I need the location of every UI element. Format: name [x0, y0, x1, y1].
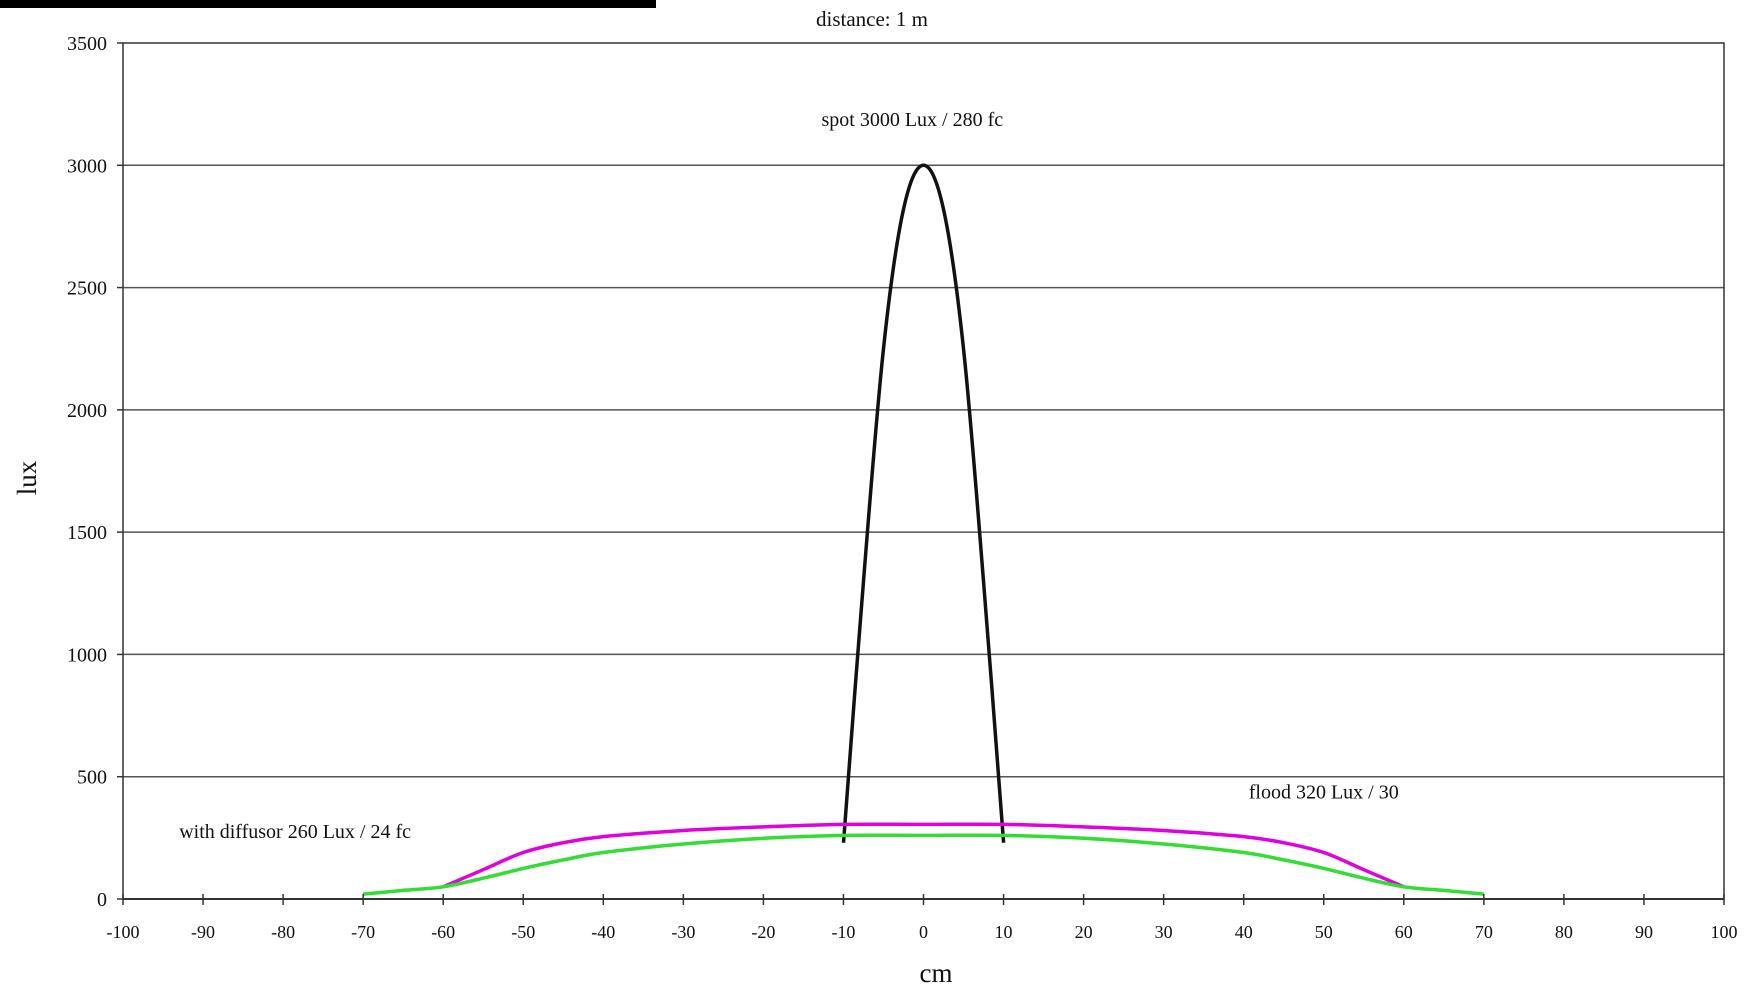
y-tick-label: 3500	[67, 33, 107, 55]
y-tick-label: 1000	[67, 644, 107, 666]
y-axis-ticks: 0 500 1000 1500 2000 2500 3000 3500	[67, 33, 123, 911]
x-tick-label: -30	[671, 922, 695, 942]
x-tick-label: -10	[831, 922, 855, 942]
x-tick-label: -70	[351, 922, 375, 942]
y-tick-label: 500	[77, 767, 107, 789]
annotations: spot 3000 Lux / 280 fc flood 320 Lux / 30…	[179, 109, 1399, 843]
y-tick-label: 0	[97, 889, 107, 911]
x-axis-ticks: -100 -90 -80 -70 -60 -50 -40 -30 -20 -10 0 10 20 30 40…	[107, 894, 1738, 942]
flood-series-line	[442, 822, 1405, 889]
x-tick-label: -40	[591, 922, 615, 942]
x-tick-label: 90	[1635, 922, 1653, 942]
diffusor-annotation: with diffusor 260 Lux / 24 fc	[179, 821, 411, 843]
series-layer	[362, 163, 1484, 896]
flood-annotation: flood 320 Lux / 30	[1249, 782, 1399, 804]
x-tick-label: 40	[1235, 922, 1253, 942]
x-tick-label: 100	[1711, 922, 1738, 942]
x-tick-label: 80	[1555, 922, 1573, 942]
x-tick-label: 70	[1475, 922, 1493, 942]
y-tick-label: 2500	[67, 278, 107, 300]
x-tick-label: 20	[1075, 922, 1093, 942]
spot-annotation: spot 3000 Lux / 280 fc	[822, 109, 1004, 131]
diffusor-series-line	[362, 833, 1484, 896]
y-axis-label: lux	[12, 460, 42, 495]
x-tick-label: 30	[1155, 922, 1173, 942]
y-tick-label: 3000	[67, 155, 107, 177]
x-tick-label: -50	[511, 922, 535, 942]
x-tick-label: -80	[271, 922, 295, 942]
x-tick-label: 50	[1315, 922, 1333, 942]
x-tick-label: -100	[107, 922, 140, 942]
x-tick-label: 0	[919, 922, 928, 942]
spot-series-line	[841, 163, 1006, 843]
y-tick-label: 1500	[67, 522, 107, 544]
x-tick-label: -60	[431, 922, 455, 942]
x-tick-label: -20	[751, 922, 775, 942]
top-black-bar	[0, 0, 656, 8]
x-tick-label: 60	[1395, 922, 1413, 942]
x-axis-label: cm	[920, 958, 953, 988]
y-tick-label: 2000	[67, 400, 107, 422]
chart-title: distance: 1 m	[816, 7, 928, 31]
x-tick-label: -90	[191, 922, 215, 942]
x-tick-label: 10	[995, 922, 1013, 942]
